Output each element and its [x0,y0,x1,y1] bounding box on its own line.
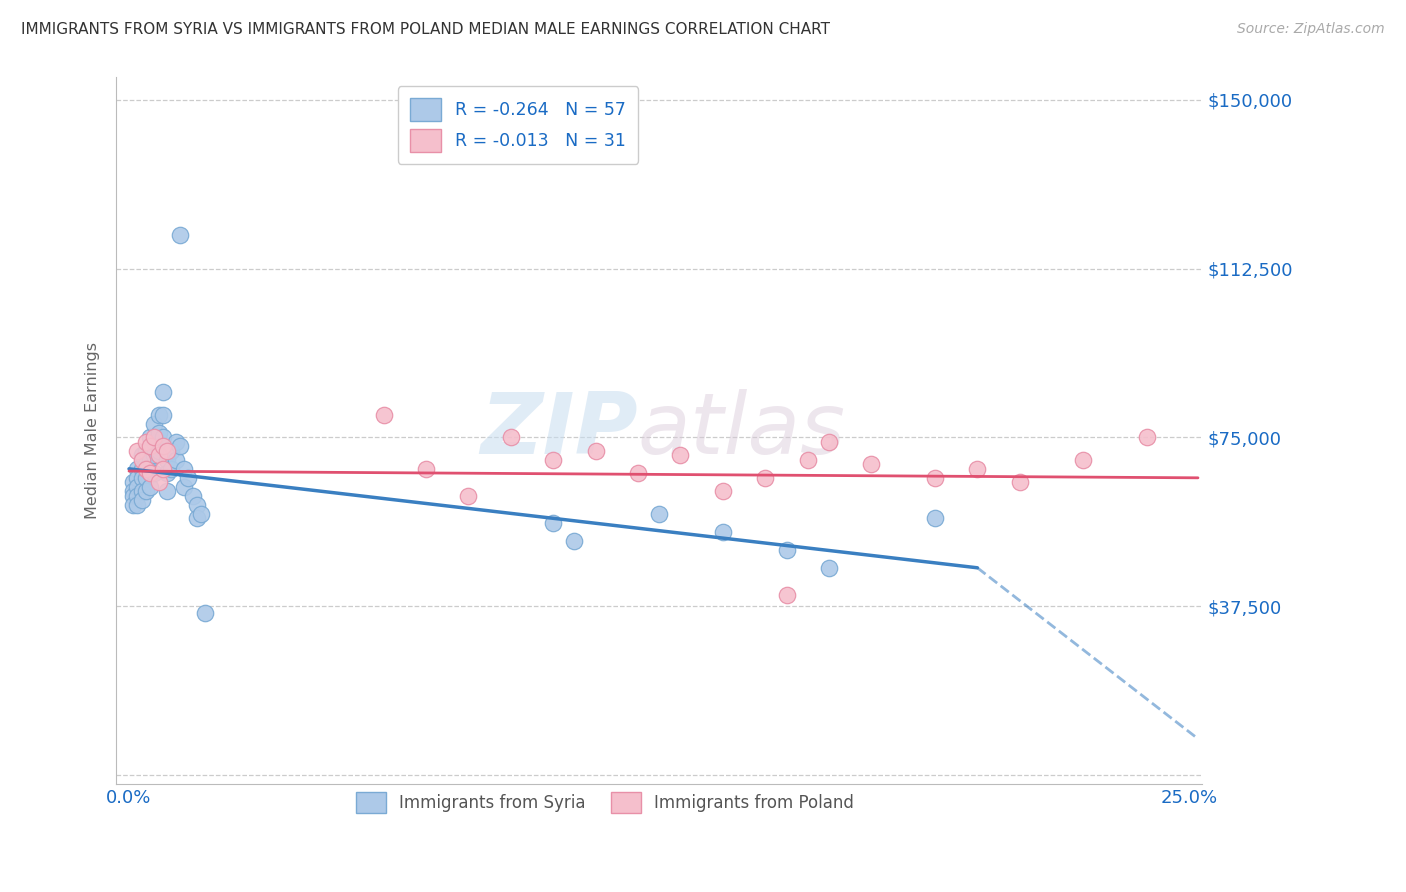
Point [564,533,586,548]
Point [135,462,157,476]
Point [818,561,841,575]
Point [131,462,153,476]
Text: Source: ZipAtlas.com: Source: ZipAtlas.com [1237,22,1385,37]
Point [152,408,174,422]
Point [127,471,149,485]
Point [143,430,166,444]
Text: IMMIGRANTS FROM SYRIA VS IMMIGRANTS FROM POLAND MEDIAN MALE EARNINGS CORRELATION: IMMIGRANTS FROM SYRIA VS IMMIGRANTS FROM… [21,22,830,37]
Point [139,467,162,481]
Legend: Immigrants from Syria, Immigrants from Poland: Immigrants from Syria, Immigrants from P… [344,780,866,825]
Point [541,516,564,530]
Point [127,489,149,503]
Point [1136,430,1159,444]
Point [194,606,217,620]
Point [148,443,170,458]
Point [131,493,153,508]
Point [499,430,522,444]
Point [860,458,883,472]
Point [186,498,208,512]
Point [139,453,162,467]
Point [131,448,153,462]
Point [135,434,157,449]
Point [143,434,166,449]
Point [924,511,946,525]
Point [169,227,191,242]
Point [190,507,212,521]
Point [186,511,208,525]
Point [131,453,153,467]
Point [122,489,145,503]
Point [131,484,153,499]
Point [156,467,179,481]
Point [1073,453,1095,467]
Point [122,475,145,490]
Point [160,462,183,476]
Point [139,439,162,453]
Point [127,480,149,494]
Point [139,467,162,481]
Point [754,471,776,485]
Point [148,448,170,462]
Point [152,462,174,476]
Point [156,453,179,467]
Point [148,408,170,422]
Point [122,498,145,512]
Point [775,588,797,602]
Point [796,453,818,467]
Point [457,489,479,503]
Point [148,475,170,490]
Point [135,443,157,458]
Point [627,467,650,481]
Text: atlas: atlas [637,389,845,472]
Point [541,453,564,467]
Point [648,507,671,521]
Point [711,524,734,539]
Point [775,542,797,557]
Point [135,484,157,499]
Point [135,458,157,472]
Point [139,443,162,458]
Point [122,484,145,499]
Point [181,489,204,503]
Point [711,484,734,499]
Y-axis label: Median Male Earnings: Median Male Earnings [86,343,100,519]
Point [173,462,195,476]
Point [165,453,187,467]
Point [127,462,149,476]
Point [127,498,149,512]
Point [143,467,166,481]
Point [160,443,183,458]
Point [156,443,179,458]
Point [152,385,174,400]
Point [966,462,988,476]
Point [177,471,200,485]
Point [169,439,191,453]
Point [373,408,395,422]
Point [143,448,166,462]
Point [127,443,149,458]
Point [135,471,157,485]
Point [156,484,179,499]
Point [152,439,174,453]
Point [152,430,174,444]
Point [1008,475,1031,490]
Point [924,471,946,485]
Point [148,425,170,440]
Point [139,480,162,494]
Point [143,417,166,431]
Point [818,434,841,449]
Point [131,471,153,485]
Point [669,448,692,462]
Point [139,430,162,444]
Text: ZIP: ZIP [479,389,637,472]
Point [173,480,195,494]
Point [585,443,607,458]
Point [165,434,187,449]
Point [415,462,437,476]
